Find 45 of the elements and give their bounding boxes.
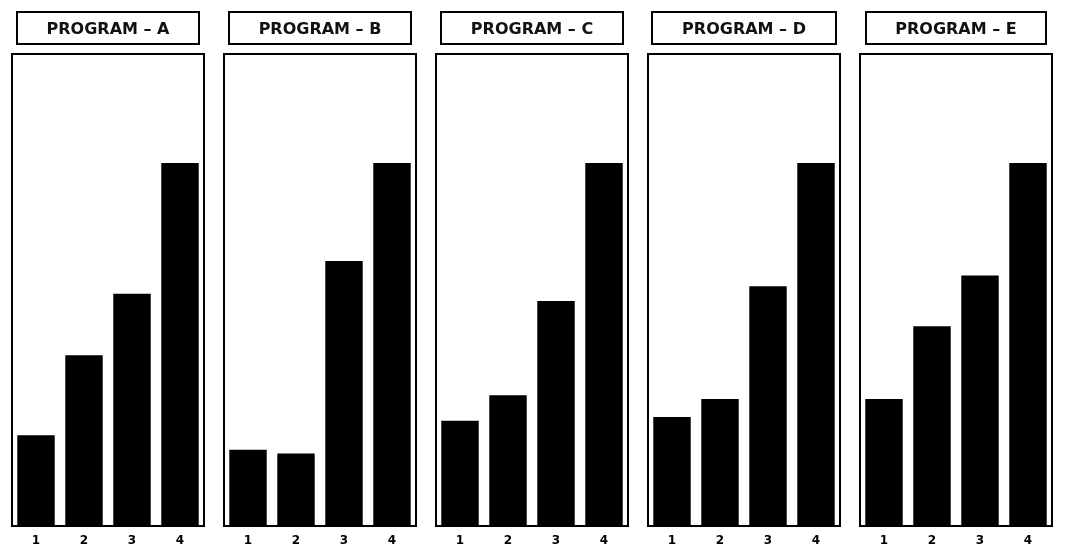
x-tick-label: 3 — [551, 533, 561, 547]
x-tick-label: 1 — [243, 533, 253, 547]
x-tick-label: 1 — [667, 533, 677, 547]
bar — [161, 162, 199, 526]
chart-title: PROGRAM – E — [895, 18, 1017, 38]
x-tick-label: 4 — [175, 533, 185, 547]
chart-title: PROGRAM – A — [46, 18, 171, 38]
x-tick-label: 3 — [975, 533, 985, 547]
bar — [797, 162, 835, 526]
x-tick-label: 3 — [339, 533, 349, 547]
x-tick-label: 3 — [127, 533, 137, 547]
bar — [749, 286, 787, 526]
x-tick-label: 2 — [503, 533, 513, 547]
bar — [537, 300, 575, 526]
bar — [65, 355, 103, 526]
x-tick-label: 4 — [599, 533, 609, 547]
x-tick-label: 1 — [455, 533, 465, 547]
chart-title: PROGRAM – D — [682, 18, 806, 38]
bar — [441, 420, 479, 526]
bar — [373, 162, 411, 526]
x-tick-label: 2 — [715, 533, 725, 547]
x-tick-label: 1 — [31, 533, 41, 547]
bar — [585, 162, 623, 526]
x-tick-label: 4 — [811, 533, 821, 547]
x-tick-label: 2 — [291, 533, 301, 547]
chart-title: PROGRAM – B — [258, 18, 382, 38]
x-tick-label: 2 — [927, 533, 937, 547]
bar — [961, 275, 999, 526]
x-tick-label: 3 — [763, 533, 773, 547]
x-tick-label: 4 — [1023, 533, 1033, 547]
bar — [325, 260, 363, 526]
x-tick-label: 1 — [879, 533, 889, 547]
bar — [653, 417, 691, 526]
bar — [17, 435, 55, 526]
x-tick-label: 2 — [79, 533, 89, 547]
x-tick-label: 4 — [387, 533, 397, 547]
bar — [701, 398, 739, 526]
bar — [113, 293, 151, 526]
chart-title: PROGRAM – C — [470, 18, 594, 38]
bar — [913, 326, 951, 526]
bar — [1009, 162, 1047, 526]
bar — [489, 395, 527, 526]
bar — [865, 398, 903, 526]
bar — [277, 453, 315, 526]
bar — [229, 449, 267, 526]
